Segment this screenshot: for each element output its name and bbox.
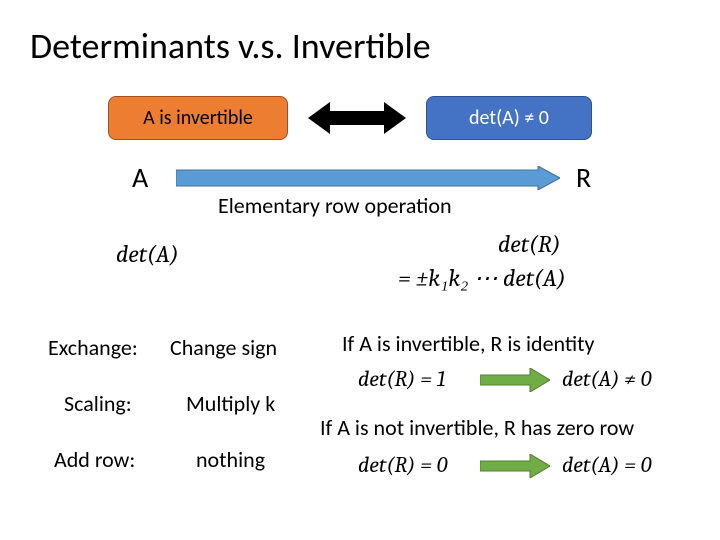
pill-det-nonzero-label: det(A) ≠ 0 [469,106,549,130]
elementary-row-operation-label: Elementary row operation [218,192,452,219]
row-op-arrow-path [176,166,560,190]
matrix-R-label: R [576,160,591,195]
condition-not-invertible: If A is not invertible, R has zero row [320,414,634,441]
det-R-expr: det(R) [498,230,561,258]
implies-arrow-1-path [480,368,550,392]
rowop-addrow-label: Add row: [54,446,135,473]
rowop-scaling-label: Scaling: [64,390,132,417]
expr-detA-eq-0: det(A) = 0 [562,452,652,478]
expr-detA-neq-0: det(A) ≠ 0 [562,366,651,392]
rowop-scaling-effect: Multiply k [186,390,275,417]
page-title: Determinants v.s. Invertible [30,24,431,68]
det-A-expr: det(A) [116,240,179,268]
implies-arrow-2-path [480,454,550,478]
condition-invertible: If A is invertible, R is identity [342,330,594,357]
row-operation-arrow-icon [176,166,560,190]
rowop-exchange-effect: Change sign [170,334,277,361]
expr-detR-1: det(R) = 1 [358,366,445,392]
det-R-expansion: = ±k₁k₂ ⋯ det(A) [398,264,566,293]
double-arrow-icon [308,100,406,136]
matrix-A-label: A [132,160,148,195]
implies-arrow-2-icon [480,454,550,478]
rowop-addrow-effect: nothing [196,446,265,473]
pill-invertible-label: A is invertible [143,106,253,130]
expr-detR-0: det(R) = 0 [358,452,447,478]
pill-det-nonzero: det(A) ≠ 0 [426,96,592,140]
implies-arrow-1-icon [480,368,550,392]
rowop-exchange-label: Exchange: [48,334,138,361]
pill-invertible: A is invertible [108,96,288,140]
double-arrow-path [308,102,406,134]
